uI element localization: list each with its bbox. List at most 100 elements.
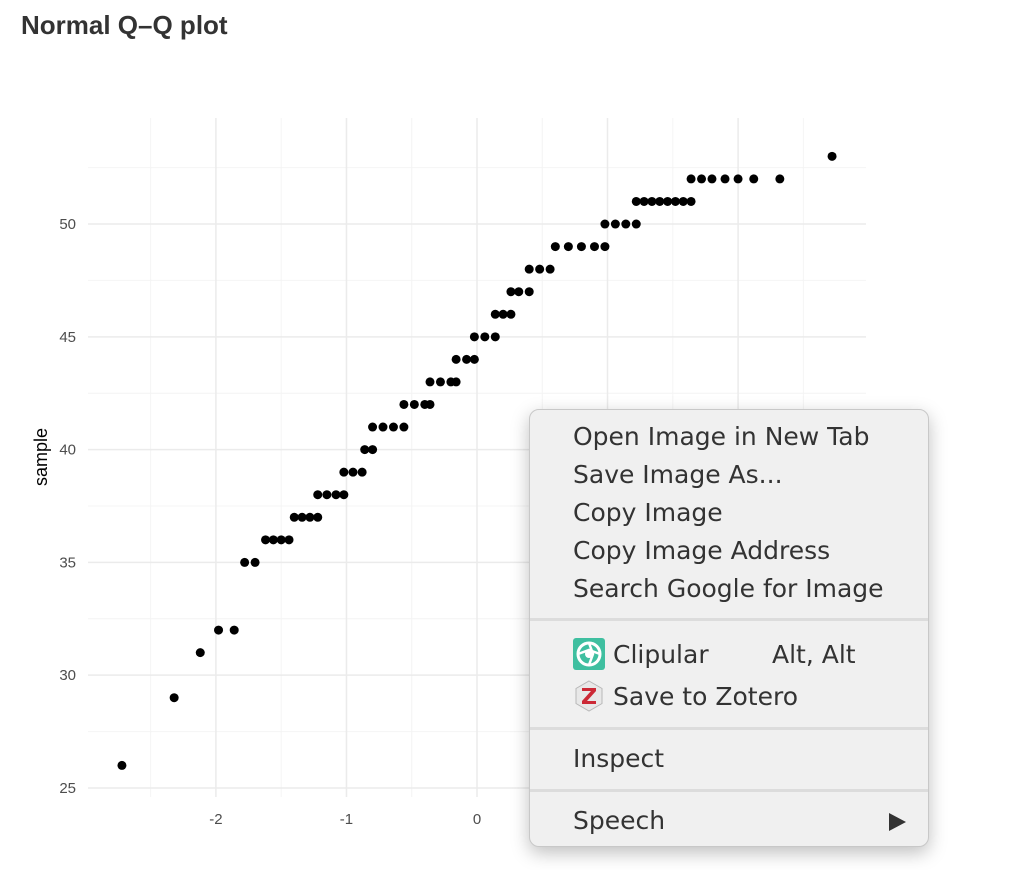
- save-to-zotero-item[interactable]: Save to Zotero: [530, 676, 928, 718]
- copy-image-item[interactable]: Copy Image: [530, 494, 928, 532]
- data-point: [250, 557, 260, 567]
- plot-points: [117, 151, 837, 770]
- data-point: [600, 219, 610, 229]
- data-point: [399, 399, 409, 409]
- data-point: [378, 422, 388, 432]
- data-point: [631, 219, 641, 229]
- menu-item-label: Save Image As...: [573, 460, 783, 489]
- data-point: [490, 309, 500, 319]
- data-point: [214, 625, 224, 635]
- data-point: [498, 309, 508, 319]
- data-point: [469, 332, 479, 342]
- data-point: [451, 354, 461, 364]
- search-google-for-image-item[interactable]: Search Google for Image: [530, 570, 928, 608]
- data-point: [313, 490, 323, 500]
- data-point: [655, 196, 665, 206]
- data-point: [409, 399, 419, 409]
- data-point: [678, 196, 688, 206]
- y-tick-label: 40: [59, 442, 76, 459]
- menu-item-label: Copy Image Address: [573, 536, 831, 565]
- data-point: [229, 625, 239, 635]
- data-point: [621, 219, 631, 229]
- y-tick-label: 50: [59, 216, 76, 233]
- data-point: [686, 174, 696, 184]
- page-title: Normal Q–Q plot: [21, 10, 228, 40]
- y-tick-label: 45: [59, 329, 76, 346]
- data-point: [535, 264, 545, 274]
- data-point: [276, 535, 286, 545]
- data-point: [480, 332, 490, 342]
- menu-item-label: Copy Image: [573, 498, 723, 527]
- data-point: [357, 467, 367, 477]
- y-tick-label: 25: [59, 780, 76, 797]
- data-point: [462, 354, 472, 364]
- data-point: [514, 287, 524, 297]
- data-point: [284, 535, 294, 545]
- data-point: [631, 196, 641, 206]
- data-point: [589, 242, 599, 252]
- data-point: [697, 174, 707, 184]
- data-point: [339, 490, 349, 500]
- menu-item-label: Speech: [573, 806, 666, 835]
- open-image-new-tab-item[interactable]: Open Image in New Tab: [530, 418, 928, 456]
- data-point: [339, 467, 349, 477]
- data-point: [399, 422, 409, 432]
- zotero-icon: [575, 680, 603, 712]
- data-point: [240, 557, 250, 567]
- data-point: [331, 490, 341, 500]
- submenu-arrow-icon: [889, 813, 906, 831]
- x-tick-label: -2: [209, 811, 222, 828]
- data-point: [749, 174, 759, 184]
- data-point: [550, 242, 560, 252]
- y-tick-label: 35: [59, 554, 76, 571]
- data-point: [117, 760, 127, 770]
- data-point: [348, 467, 358, 477]
- menu-separator: [530, 618, 928, 621]
- context-menu: Open Image in New Tab Save Image As... C…: [529, 409, 929, 847]
- data-point: [670, 196, 680, 206]
- menu-item-label: Open Image in New Tab: [573, 422, 870, 451]
- data-point: [545, 264, 555, 274]
- data-point: [169, 693, 179, 703]
- data-point: [563, 242, 573, 252]
- y-axis-label: sample: [31, 428, 51, 486]
- data-point: [490, 332, 500, 342]
- copy-image-address-item[interactable]: Copy Image Address: [530, 532, 928, 570]
- x-tick-label: 0: [473, 811, 481, 828]
- data-point: [647, 196, 657, 206]
- data-point: [289, 512, 299, 522]
- menu-item-label: Inspect: [573, 744, 665, 773]
- speech-item[interactable]: Speech: [530, 802, 928, 840]
- data-point: [827, 151, 837, 161]
- data-point: [600, 242, 610, 252]
- data-point: [195, 648, 205, 658]
- data-point: [368, 445, 378, 455]
- clipular-icon: [573, 638, 605, 670]
- menu-item-shortcut: Alt, Alt: [772, 640, 856, 669]
- data-point: [297, 512, 307, 522]
- data-point: [313, 512, 323, 522]
- data-point: [686, 196, 696, 206]
- data-point: [388, 422, 398, 432]
- data-point: [425, 377, 435, 387]
- save-image-as-item[interactable]: Save Image As...: [530, 456, 928, 494]
- data-point: [663, 196, 673, 206]
- y-tick-label: 30: [59, 667, 76, 684]
- data-point: [524, 287, 534, 297]
- data-point: [506, 309, 516, 319]
- data-point: [435, 377, 445, 387]
- data-point: [368, 422, 378, 432]
- data-point: [305, 512, 315, 522]
- menu-item-label: Search Google for Image: [573, 574, 884, 603]
- data-point: [261, 535, 271, 545]
- menu-separator: [530, 789, 928, 792]
- clipular-item[interactable]: Clipular Alt, Alt: [530, 634, 928, 676]
- data-point: [451, 377, 461, 387]
- menu-item-label: Clipular: [613, 640, 709, 669]
- data-point: [775, 174, 785, 184]
- data-point: [425, 399, 435, 409]
- data-point: [469, 354, 479, 364]
- data-point: [268, 535, 278, 545]
- data-point: [639, 196, 649, 206]
- inspect-item[interactable]: Inspect: [530, 740, 928, 778]
